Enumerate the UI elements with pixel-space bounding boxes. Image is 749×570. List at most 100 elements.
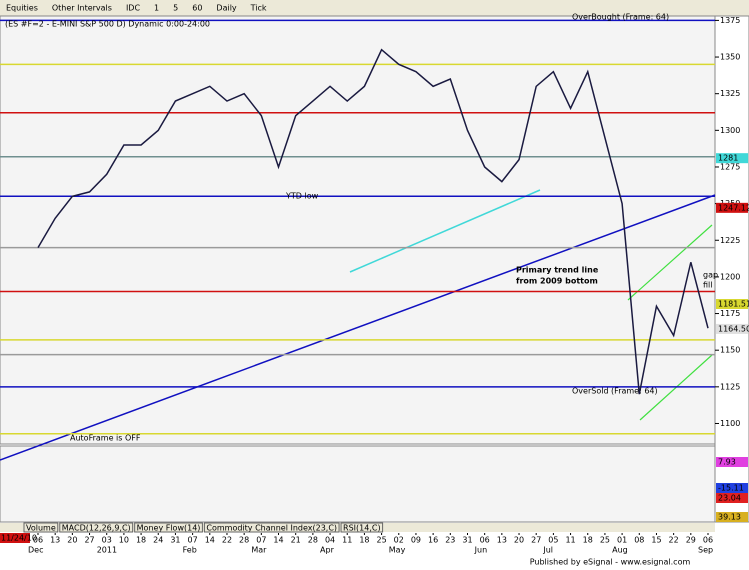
price-axis <box>714 15 749 523</box>
month-label: Dec <box>28 546 43 555</box>
month-label: May <box>389 546 406 555</box>
x-tick-label: 02 <box>394 536 404 545</box>
annotation: AutoFrame is OFF <box>70 434 141 443</box>
tab-border <box>134 522 203 533</box>
toolbar-item: 60 <box>192 4 202 13</box>
price-tag-label: 1164.50 <box>718 324 749 333</box>
month-label: Sep <box>698 546 713 555</box>
x-tick-label: 22 <box>669 536 679 545</box>
x-tick-label: 15 <box>651 536 661 545</box>
indicator-tab: Volume <box>26 524 56 533</box>
price-panel <box>0 15 716 445</box>
tab-bar <box>0 523 715 532</box>
start-date: 11/24/10 <box>1 534 37 543</box>
x-tick-label: 13 <box>497 536 507 545</box>
indicator-tag <box>716 457 748 467</box>
month-label: Aug <box>612 546 628 555</box>
x-tick-label: 20 <box>67 536 77 545</box>
start-date-box <box>0 533 30 543</box>
x-tick-label: 01 <box>617 536 627 545</box>
toolbar-bg <box>0 0 749 16</box>
footer: Published by eSignal - www.esignal.com <box>530 558 691 567</box>
indicator-tag-label: 23.04 <box>718 494 741 503</box>
y-tick-label: 1125 <box>720 382 740 391</box>
price-line <box>37 48 709 395</box>
x-tick-label: 28 <box>308 536 318 545</box>
price-tag <box>716 202 748 213</box>
price-tag-label: 1247.12 <box>718 203 749 212</box>
x-tick-label: 29 <box>686 536 696 545</box>
price-tag <box>716 299 748 310</box>
toolbar-item: Tick <box>250 4 267 13</box>
indicator-tab: Commodity Channel Index(23,C) <box>206 524 337 533</box>
x-tick-label: 13 <box>50 536 60 545</box>
indicator-tag <box>716 483 748 493</box>
x-tick-label: 18 <box>583 536 593 545</box>
annotation: from 2009 bottom <box>516 277 598 286</box>
indicator-tag-label: 39.13 <box>718 513 741 522</box>
date-axis <box>0 533 749 555</box>
channel-line <box>627 224 713 301</box>
x-tick-label: 11 <box>565 536 575 545</box>
indicator-tag-label: -15.11 <box>718 484 744 493</box>
indicator-tag <box>716 512 748 522</box>
month-label: Jun <box>474 546 488 555</box>
x-tick-label: 20 <box>514 536 524 545</box>
x-tick-label: 06 <box>480 536 490 545</box>
month-label: Mar <box>251 546 267 555</box>
indicator-tab: RSI(14,C) <box>343 524 381 533</box>
y-tick-label: 1300 <box>720 126 740 135</box>
x-tick-label: 14 <box>273 536 283 545</box>
x-tick-label: 07 <box>256 536 266 545</box>
price-tag <box>716 323 748 334</box>
toolbar-item: IDC <box>126 4 141 13</box>
price-tag-label: 1281 <box>718 154 738 163</box>
toolbar-item: Equities <box>6 4 38 13</box>
x-tick-label: 18 <box>359 536 369 545</box>
price-tag <box>716 153 748 164</box>
x-tick-label: 06 <box>703 536 713 545</box>
indicator-tab: MACD(12,26,9,C) <box>62 524 131 533</box>
month-label: Jul <box>542 546 553 555</box>
x-tick-label: 31 <box>170 536 180 545</box>
x-tick-label: 05 <box>548 536 558 545</box>
x-tick-label: 11 <box>342 536 352 545</box>
y-tick-label: 1100 <box>720 419 740 428</box>
x-tick-label: 08 <box>634 536 644 545</box>
tab-border <box>23 522 59 533</box>
chart-title: (ES #F=2 - E-MINI S&P 500 D) Dynamic 0:0… <box>5 20 210 29</box>
x-tick-label: 21 <box>291 536 301 545</box>
x-tick-label: 22 <box>222 536 232 545</box>
macd-panel <box>0 445 716 523</box>
indicator-tag-label: 7.93 <box>718 458 736 467</box>
y-tick-label: 1175 <box>720 309 740 318</box>
x-tick-label: 07 <box>188 536 198 545</box>
toolbar-item: Daily <box>216 4 237 13</box>
annotation: gap <box>703 271 718 280</box>
price-tag-label: 1181.51 <box>718 300 749 309</box>
annotation: fill <box>703 281 712 290</box>
x-tick-label: 06 <box>33 536 43 545</box>
y-tick-label: 1150 <box>720 346 740 355</box>
x-tick-label: 04 <box>325 536 335 545</box>
y-tick-label: 1325 <box>720 89 740 98</box>
annotation: YTD low <box>285 192 319 201</box>
x-tick-label: 14 <box>205 536 215 545</box>
y-tick-label: 1375 <box>720 16 740 25</box>
indicator-tab: Money Flow(14) <box>137 524 201 533</box>
x-tick-label: 24 <box>153 536 163 545</box>
x-tick-label: 31 <box>462 536 472 545</box>
month-label: Feb <box>183 546 197 555</box>
x-tick-label: 18 <box>136 536 146 545</box>
x-tick-label: 25 <box>600 536 610 545</box>
toolbar-item: Other Intervals <box>52 4 112 13</box>
annotation: OverSold (Frame: 64) <box>572 387 658 396</box>
y-tick-label: 1200 <box>720 272 740 281</box>
x-tick-label: 23 <box>445 536 455 545</box>
x-tick-label: 27 <box>531 536 541 545</box>
tab-border <box>59 522 134 533</box>
x-tick-label: 16 <box>428 536 438 545</box>
tab-border <box>340 522 384 533</box>
x-tick-label: 28 <box>239 536 249 545</box>
toolbar-item: 5 <box>173 4 178 13</box>
